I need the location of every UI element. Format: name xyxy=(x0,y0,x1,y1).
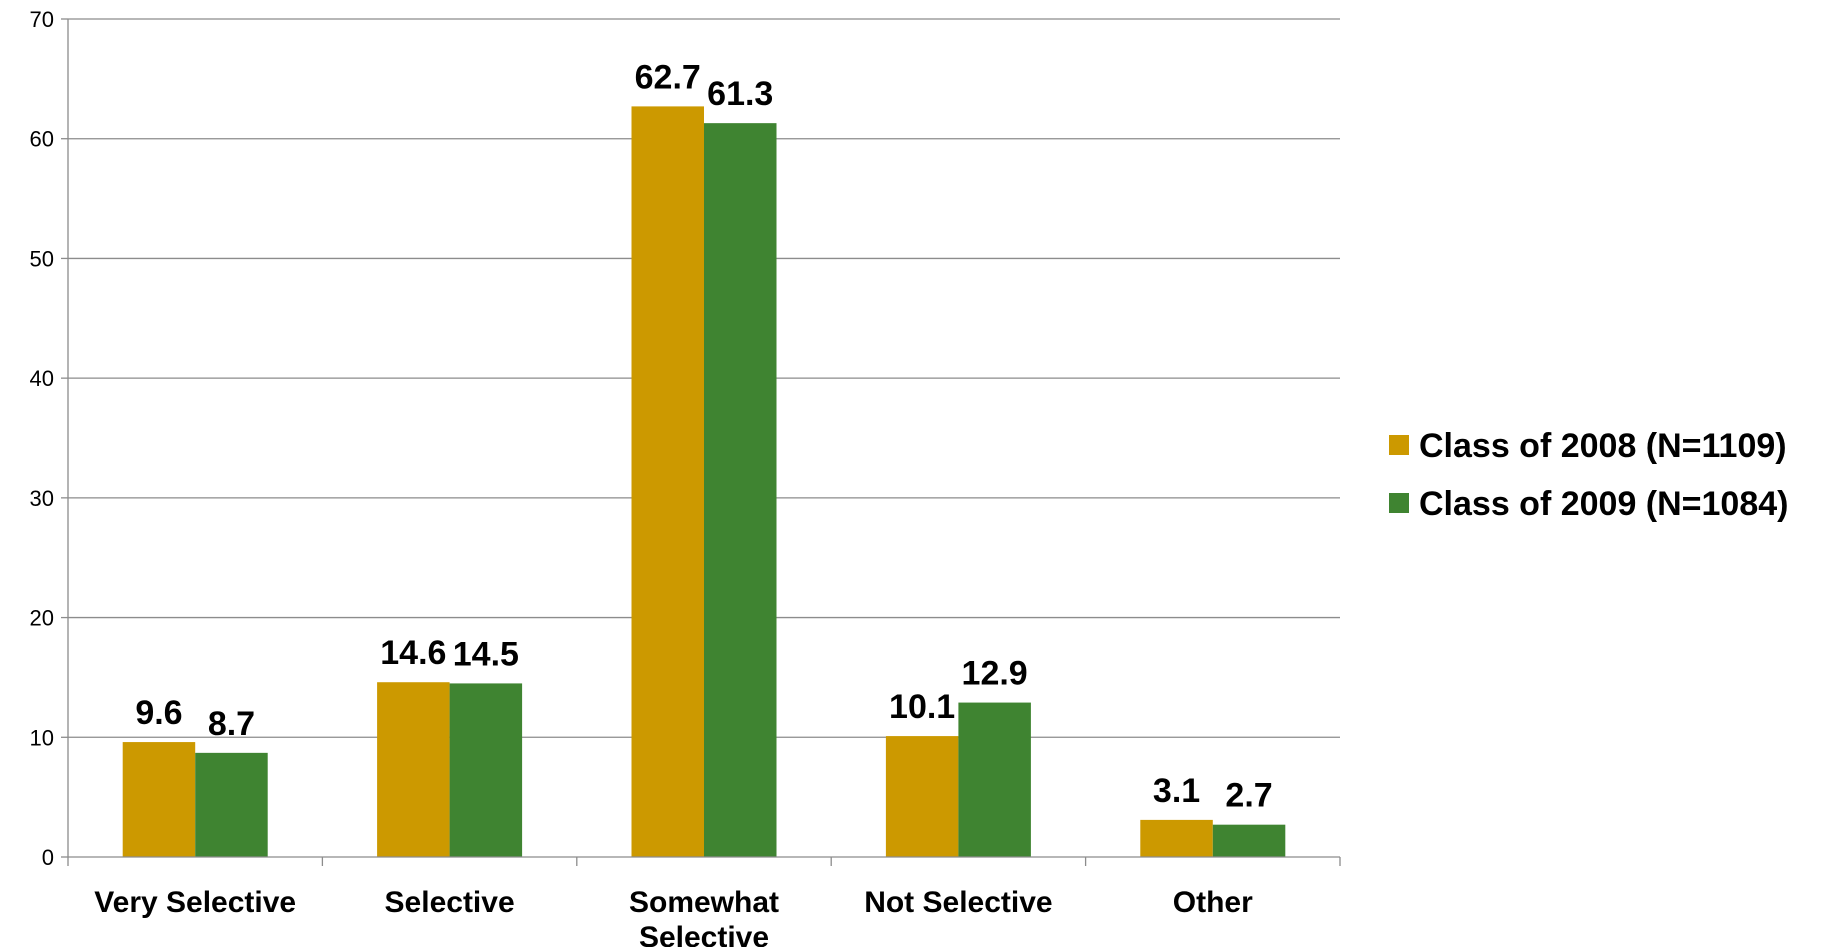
x-category-label: Somewhat xyxy=(629,886,779,919)
data-label: 3.1 xyxy=(1153,772,1200,810)
y-tick-label: 50 xyxy=(30,246,54,271)
data-label: 8.7 xyxy=(208,705,255,743)
bars xyxy=(122,106,1286,858)
bar xyxy=(195,752,268,857)
bar xyxy=(1140,819,1213,857)
bar xyxy=(631,106,704,858)
y-tick-label: 40 xyxy=(30,366,54,391)
data-label: 14.6 xyxy=(380,634,446,672)
data-label: 12.9 xyxy=(962,655,1028,693)
data-label: 61.3 xyxy=(707,75,773,113)
legend-label: Class of 2009 (N=1084) xyxy=(1419,485,1788,523)
y-tick-label: 70 xyxy=(30,7,54,32)
bar xyxy=(449,683,523,857)
bar xyxy=(1212,824,1286,857)
x-axis-categories: Very Selective Selective SomewhatSelective… xyxy=(94,886,1253,947)
x-category-label: Selective xyxy=(385,886,515,919)
y-tick-label: 10 xyxy=(30,725,54,750)
data-label: 10.1 xyxy=(889,688,955,726)
legend: Class of 2008 (N=1109) Class of 2009 (N=1… xyxy=(1389,427,1788,523)
x-category-label: Selective xyxy=(639,921,769,947)
data-label: 9.6 xyxy=(135,694,182,732)
axes xyxy=(61,18,1341,866)
x-category-label: Other xyxy=(1173,886,1253,919)
x-category-label: Not Selective xyxy=(864,886,1052,919)
x-category-label: Very Selective xyxy=(94,886,296,919)
data-label: 2.7 xyxy=(1225,777,1272,815)
y-axis-ticks: 0 10 20 30 40 50 60 70 xyxy=(30,7,54,870)
data-labels: 9.6 8.7 14.6 14.5 62.7 61.3 10.112.9 3.1 2.7 xyxy=(135,58,1272,814)
bar xyxy=(958,702,1031,857)
data-label: 62.7 xyxy=(635,58,701,96)
y-tick-label: 60 xyxy=(30,127,54,152)
data-label: 14.5 xyxy=(453,635,519,673)
legend-swatch xyxy=(1389,493,1409,513)
legend-label: Class of 2008 (N=1109) xyxy=(1419,427,1787,465)
y-tick-label: 20 xyxy=(30,606,54,631)
legend-swatch xyxy=(1389,435,1409,455)
bar xyxy=(122,742,196,857)
y-tick-label: 30 xyxy=(30,486,54,511)
y-tick-label: 0 xyxy=(42,845,54,870)
bar xyxy=(704,123,777,857)
bar xyxy=(377,682,450,857)
bar xyxy=(885,736,959,857)
